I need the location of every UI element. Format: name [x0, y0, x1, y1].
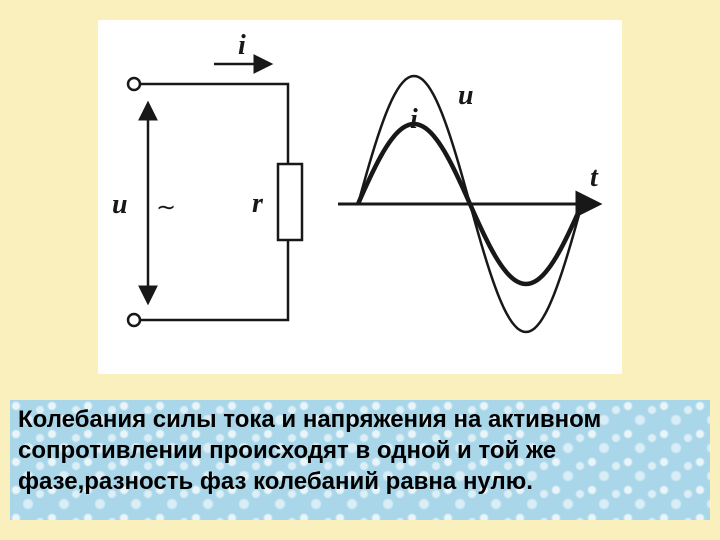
svg-text:i: i [410, 104, 418, 135]
caption-box: Колебания силы тока и напряжения на акти… [10, 400, 710, 520]
svg-text:u: u [458, 80, 474, 111]
caption-text: Колебания силы тока и напряжения на акти… [18, 406, 601, 495]
diagram-panel: i u ∼ r u i t [98, 20, 622, 374]
diagram-svg: i u ∼ r u i t [98, 20, 622, 374]
svg-text:i: i [238, 30, 246, 61]
svg-text:r: r [252, 188, 264, 219]
svg-text:∼: ∼ [156, 194, 176, 221]
svg-text:t: t [590, 162, 599, 193]
svg-text:u: u [112, 189, 128, 220]
